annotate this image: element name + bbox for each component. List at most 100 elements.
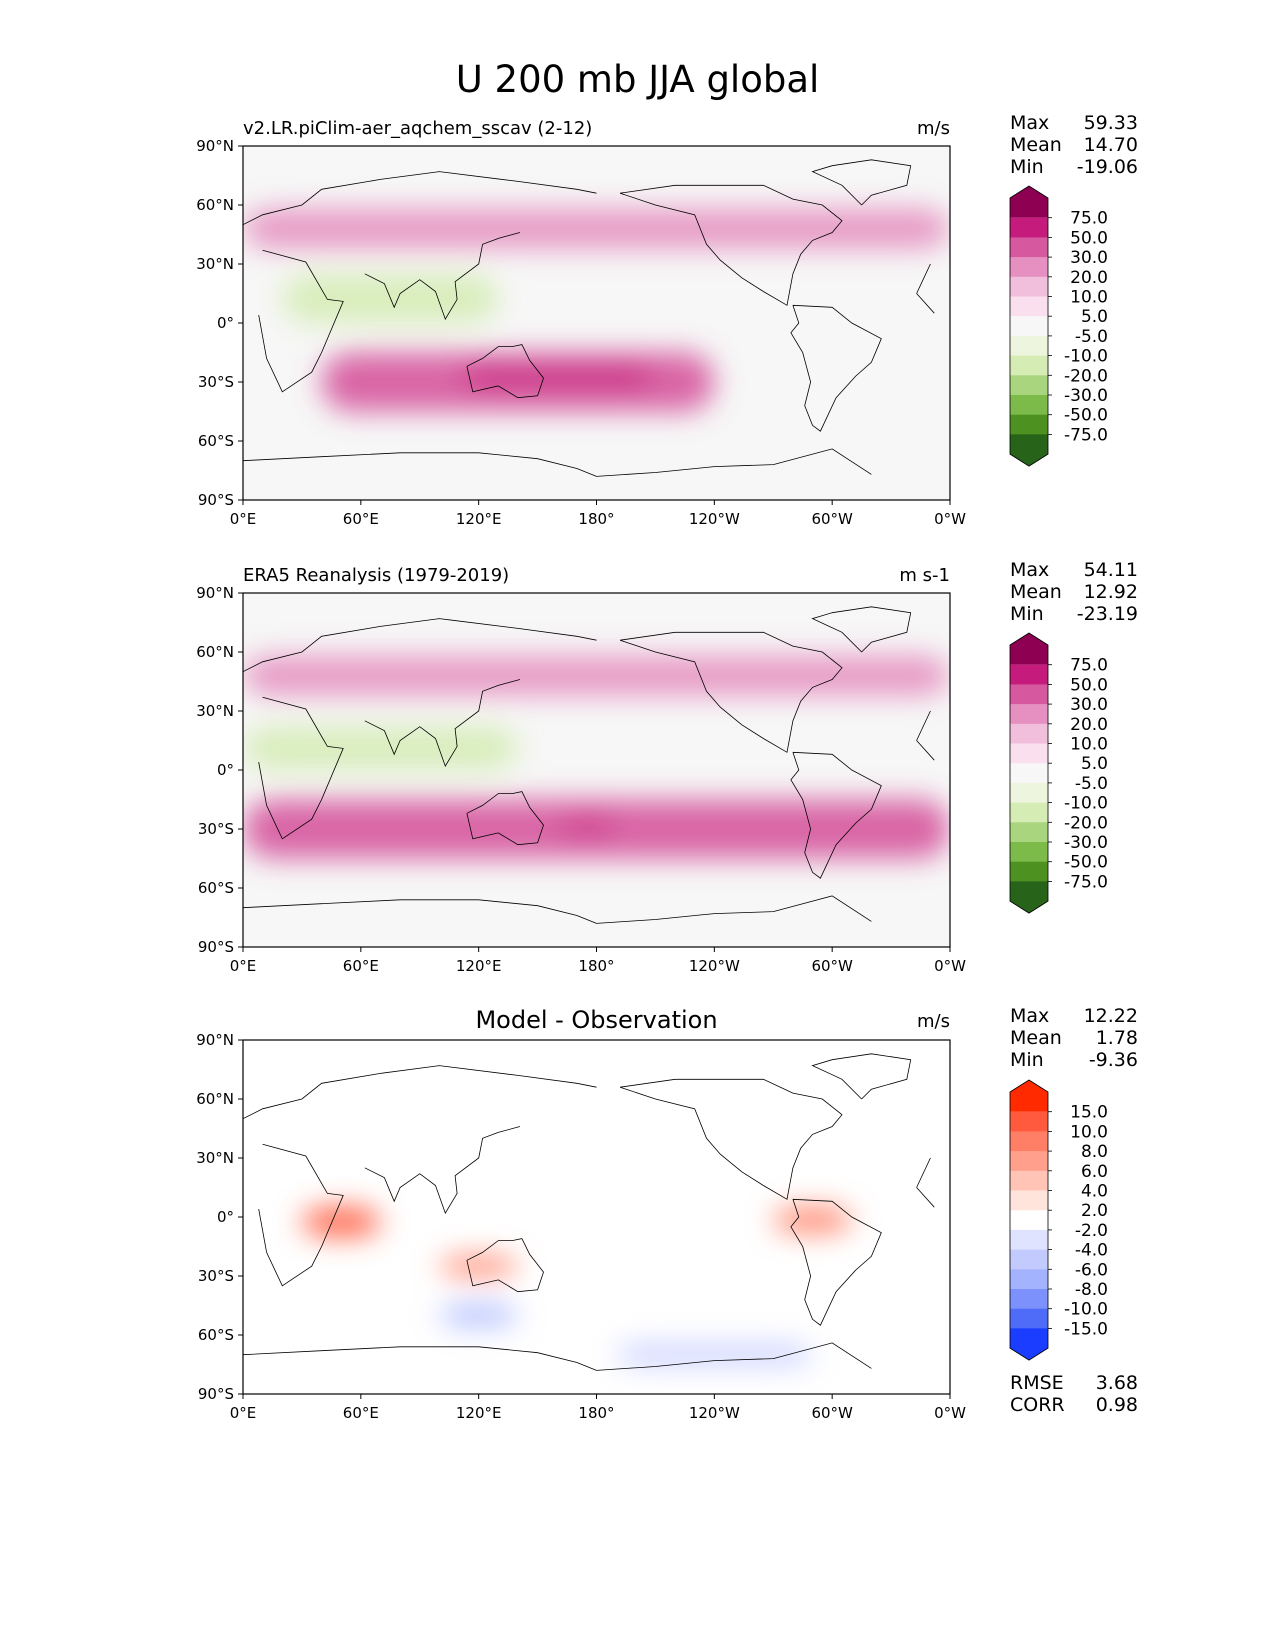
axes-layer: 0°E 60°E 120°E 180° 120°W 60°W 0°W 90°N 60°N 30°N… [196, 137, 966, 1422]
coastline-4 [619, 631, 843, 753]
x-tick-label: 0°W [934, 510, 966, 528]
field-feature-4 [616, 1344, 813, 1365]
coastline-2 [364, 1126, 521, 1215]
colorbar-label: -75.0 [1064, 425, 1108, 445]
colorbar-segment [1010, 664, 1048, 685]
colorbar-label: 5.0 [1081, 307, 1108, 327]
colorbar-segment [1010, 861, 1048, 882]
figure-title: U 200 mb JJA global [455, 58, 820, 101]
colorbar-label: -30.0 [1064, 386, 1108, 406]
colorbar-label: 15.0 [1070, 1103, 1108, 1123]
map-panel-3 [243, 1040, 950, 1394]
colorbar-segment [1010, 1249, 1048, 1270]
y-tick-label: 30°N [196, 702, 234, 720]
colorbar-outline [1009, 185, 1049, 467]
colorbar-segment [1010, 1151, 1048, 1172]
coastline-0 [258, 249, 935, 393]
stat-mean-value: 1.78 [1095, 1027, 1138, 1049]
coastline-3 [466, 791, 544, 846]
panel-2-left-title: ERA5 Reanalysis (1979-2019) [243, 565, 510, 586]
x-tick-label: 0°E [230, 510, 257, 528]
colorbar-segment [1010, 1229, 1048, 1251]
x-tick-label: 120°W [689, 1404, 740, 1422]
colorbar-label: -30.0 [1064, 833, 1108, 853]
panel-1-units: m/s [917, 118, 950, 139]
field-feature-3 [243, 726, 518, 770]
colorbar-label: -4.0 [1075, 1241, 1108, 1261]
panel-3-stats: Max 12.22 Mean 1.78 Min -9.36 [1010, 1005, 1138, 1071]
colorbar-label: -75.0 [1064, 872, 1108, 892]
coastline-1 [243, 171, 597, 226]
colorbar-label: 4.0 [1081, 1182, 1108, 1202]
y-tick-label: 0° [217, 314, 234, 332]
colorbar-segment [1010, 355, 1048, 376]
stat-max-value: 12.22 [1083, 1005, 1138, 1027]
colorbar-label: 10.0 [1070, 288, 1108, 308]
colorbar-label: 30.0 [1070, 695, 1108, 715]
colorbar-label: 6.0 [1081, 1162, 1108, 1182]
stat-label: Mean [1010, 134, 1062, 156]
stat-rmse-value: 3.68 [1095, 1372, 1138, 1394]
stat-label: Max [1010, 112, 1050, 134]
colorbar-label: -20.0 [1064, 366, 1108, 386]
y-tick-label: 90°N [196, 584, 234, 602]
colorbar-segment [1010, 395, 1048, 416]
coastline-6 [811, 1053, 912, 1100]
stat-min-value: -23.19 [1076, 603, 1138, 625]
coastline-4 [619, 1078, 843, 1200]
y-tick-label: 90°S [198, 938, 234, 956]
field-feature-1 [773, 1207, 852, 1233]
colorbar-extend-min [1010, 434, 1048, 467]
panel-3-units: m/s [917, 1011, 950, 1032]
stat-min-value: -9.36 [1088, 1049, 1138, 1071]
colorbar-segment [1010, 802, 1048, 823]
colorbar-2: 75.050.030.020.010.05.0-5.0-10.0-20.0-30… [1009, 632, 1108, 914]
colorbar-label: -10.0 [1064, 347, 1108, 367]
coastline-5 [790, 304, 882, 432]
x-tick-label: 0°W [934, 957, 966, 975]
x-tick-label: 120°E [456, 957, 502, 975]
colorbar-segment [1010, 375, 1048, 396]
map-panel-1 [243, 146, 950, 500]
colorbar-label: 10.0 [1070, 1122, 1108, 1142]
colorbar-segment [1010, 217, 1048, 238]
colorbar-extend-min [1010, 881, 1048, 914]
colorbar-label: 10.0 [1070, 735, 1108, 755]
colorbar-label: -5.0 [1075, 774, 1108, 794]
x-tick-label: 180° [578, 510, 614, 528]
y-tick-label: 90°N [196, 137, 234, 155]
colorbars-layer: 75.050.030.020.010.05.0-5.0-10.0-20.0-30… [1009, 185, 1108, 1361]
y-tick-label: 60°S [198, 879, 234, 897]
colorbar-segment [1010, 842, 1048, 863]
coastline-2 [364, 232, 521, 321]
colorbar-segment [1010, 296, 1048, 317]
colorbar-extend-max [1010, 186, 1048, 218]
x-tick-label: 60°E [343, 510, 379, 528]
colorbar-outline [1009, 1079, 1049, 1361]
colorbar-segment [1010, 1210, 1048, 1231]
coastline-0 [258, 696, 935, 840]
field-feature-3 [439, 1305, 518, 1326]
coastlines [243, 159, 935, 477]
coastline-5 [790, 1198, 882, 1326]
maps-layer [243, 146, 950, 1394]
x-tick-label: 60°E [343, 957, 379, 975]
y-tick-label: 30°S [198, 373, 234, 391]
x-tick-label: 60°W [811, 957, 853, 975]
x-tick-label: 120°W [689, 957, 740, 975]
colorbar-label: -2.0 [1075, 1221, 1108, 1241]
x-tick-label: 0°W [934, 1404, 966, 1422]
y-tick-label: 30°S [198, 1267, 234, 1285]
panel-2-units: m s-1 [899, 565, 950, 586]
stat-label: Mean [1010, 1027, 1062, 1049]
y-tick-label: 90°S [198, 1385, 234, 1403]
y-tick-label: 90°N [196, 1031, 234, 1049]
colorbar-label: -20.0 [1064, 813, 1108, 833]
colorbar-label: -8.0 [1075, 1280, 1108, 1300]
colorbar-segment [1010, 822, 1048, 843]
stat-label: Min [1010, 156, 1044, 178]
stat-label: Min [1010, 1049, 1044, 1071]
colorbar-segment [1010, 335, 1048, 357]
y-tick-label: 60°S [198, 1326, 234, 1344]
